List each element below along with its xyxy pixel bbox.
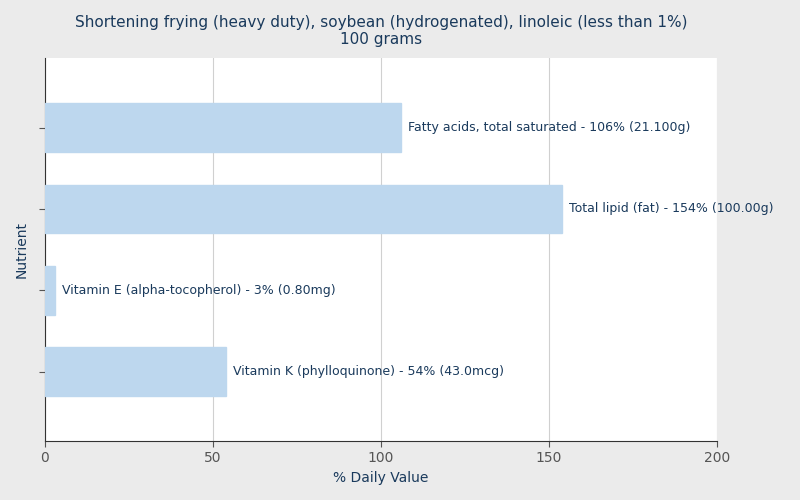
Y-axis label: Nutrient: Nutrient bbox=[15, 221, 29, 278]
Text: Fatty acids, total saturated - 106% (21.100g): Fatty acids, total saturated - 106% (21.… bbox=[408, 121, 690, 134]
Bar bbox=[45, 266, 55, 315]
Text: Vitamin E (alpha-tocopherol) - 3% (0.80mg): Vitamin E (alpha-tocopherol) - 3% (0.80m… bbox=[62, 284, 335, 297]
Bar bbox=[45, 184, 562, 234]
Title: Shortening frying (heavy duty), soybean (hydrogenated), linoleic (less than 1%)
: Shortening frying (heavy duty), soybean … bbox=[74, 15, 687, 48]
X-axis label: % Daily Value: % Daily Value bbox=[334, 471, 429, 485]
Bar bbox=[45, 103, 401, 152]
Text: Total lipid (fat) - 154% (100.00g): Total lipid (fat) - 154% (100.00g) bbox=[569, 202, 774, 215]
Text: Vitamin K (phylloquinone) - 54% (43.0mcg): Vitamin K (phylloquinone) - 54% (43.0mcg… bbox=[233, 366, 504, 378]
Bar bbox=[45, 348, 226, 396]
